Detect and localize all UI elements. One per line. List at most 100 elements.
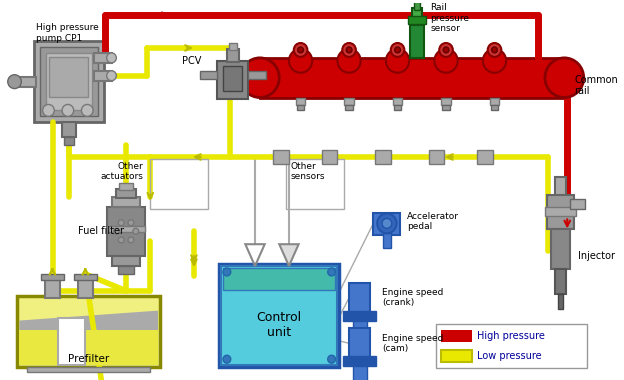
Bar <box>408 16 426 24</box>
Bar <box>375 150 391 164</box>
Circle shape <box>119 220 124 226</box>
Text: Accelerator
pedal: Accelerator pedal <box>407 212 459 231</box>
Text: Control
unit: Control unit <box>256 312 302 339</box>
Bar <box>223 268 336 290</box>
Bar <box>112 196 140 207</box>
Bar <box>150 159 208 209</box>
Circle shape <box>119 237 124 243</box>
Bar <box>27 367 150 372</box>
Bar <box>412 8 422 25</box>
Circle shape <box>128 237 134 243</box>
Bar <box>227 49 238 62</box>
Circle shape <box>443 47 449 53</box>
Circle shape <box>545 58 583 98</box>
Bar <box>14 77 36 87</box>
Bar <box>221 266 338 365</box>
Bar <box>441 350 472 362</box>
Circle shape <box>328 355 336 363</box>
Circle shape <box>42 105 54 116</box>
Circle shape <box>294 43 308 57</box>
Bar <box>17 296 160 367</box>
Text: Low pressure: Low pressure <box>477 351 542 361</box>
Bar <box>555 269 566 294</box>
Circle shape <box>328 268 336 276</box>
Bar <box>119 183 133 190</box>
Circle shape <box>240 58 280 98</box>
Bar <box>551 230 570 269</box>
Bar <box>200 71 217 79</box>
Circle shape <box>382 218 392 228</box>
Bar <box>223 66 242 90</box>
Bar <box>353 366 366 380</box>
Bar <box>296 105 305 111</box>
Bar <box>414 0 420 10</box>
Circle shape <box>338 49 361 73</box>
Circle shape <box>107 71 116 81</box>
Bar <box>34 41 104 122</box>
Bar <box>345 105 353 111</box>
Circle shape <box>434 49 457 73</box>
Polygon shape <box>280 244 299 266</box>
Bar <box>410 23 424 58</box>
Bar <box>545 207 576 217</box>
Text: Other
actuators: Other actuators <box>100 162 144 181</box>
Circle shape <box>82 105 93 116</box>
Bar <box>490 98 499 105</box>
Bar <box>229 43 236 50</box>
Bar <box>353 320 366 336</box>
Bar <box>74 274 97 280</box>
Bar <box>570 199 585 209</box>
Bar <box>442 105 450 111</box>
Bar <box>477 150 492 164</box>
Bar <box>490 105 499 111</box>
Text: High pressure: High pressure <box>477 331 545 341</box>
Bar <box>557 294 563 309</box>
Circle shape <box>298 47 303 53</box>
Bar <box>555 177 566 196</box>
Bar <box>343 356 376 366</box>
Bar <box>260 58 564 98</box>
Circle shape <box>488 43 501 57</box>
Bar <box>58 318 85 365</box>
Circle shape <box>377 214 397 233</box>
Circle shape <box>128 220 134 226</box>
Bar <box>64 137 74 145</box>
Bar <box>343 310 376 320</box>
Bar <box>429 150 444 164</box>
Bar <box>41 274 64 280</box>
Bar <box>112 256 140 266</box>
Bar <box>441 331 472 342</box>
Bar <box>49 57 88 97</box>
Circle shape <box>343 43 356 57</box>
Bar <box>394 105 401 111</box>
Text: Engine speed
(cam): Engine speed (cam) <box>382 334 444 353</box>
Text: Rail
pressure
sensor: Rail pressure sensor <box>431 3 469 33</box>
Text: Other
sensors: Other sensors <box>291 162 325 181</box>
Bar <box>248 71 266 79</box>
Bar <box>349 283 371 315</box>
Circle shape <box>133 228 139 234</box>
Bar <box>107 226 145 232</box>
Bar <box>296 98 305 105</box>
Circle shape <box>223 268 231 276</box>
Bar <box>547 195 574 230</box>
Circle shape <box>62 105 74 116</box>
Bar <box>392 98 402 105</box>
Circle shape <box>223 355 231 363</box>
Bar <box>19 331 158 365</box>
Circle shape <box>394 47 401 53</box>
Bar <box>344 98 354 105</box>
Bar <box>349 328 371 360</box>
Text: High pressure
pump CP1: High pressure pump CP1 <box>36 23 99 43</box>
Bar <box>44 278 60 298</box>
Circle shape <box>439 43 453 57</box>
Polygon shape <box>19 310 158 365</box>
Circle shape <box>7 75 21 89</box>
Bar <box>77 278 93 298</box>
Bar <box>441 98 451 105</box>
Bar <box>373 214 401 235</box>
Text: PCV: PCV <box>182 56 202 66</box>
Bar <box>107 207 145 256</box>
Circle shape <box>483 49 506 73</box>
Bar <box>436 323 587 368</box>
